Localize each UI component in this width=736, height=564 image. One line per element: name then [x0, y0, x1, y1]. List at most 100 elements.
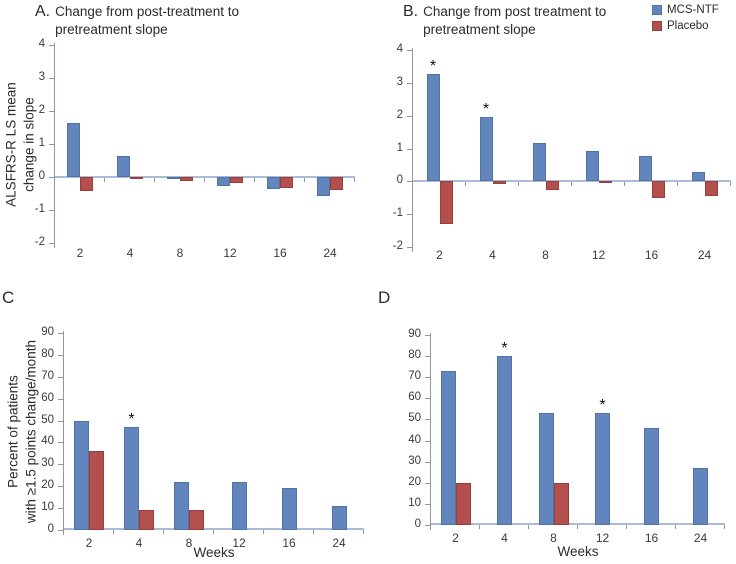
significance-asterisk: *: [128, 411, 135, 429]
x-tick-label: 24: [332, 536, 346, 550]
bar-placebo-week-24: [330, 177, 343, 190]
y-tick-label: -1: [392, 207, 403, 220]
y-tick: [407, 82, 413, 84]
bar-placebo-week-12: [230, 177, 243, 183]
placebo-swatch-icon: [652, 21, 662, 31]
panel-d-plot: 90 80 70 60 50 40 30 20 10 0 2 * 4 8 * 12 16 24: [408, 328, 725, 545]
panel-a-plot: 4 3 2 1 0 -1 -2 2 4 8 12 16 24: [35, 38, 355, 260]
x-tick-label: 2: [436, 248, 443, 262]
bar-mcs-ntf-week-24: [693, 468, 708, 525]
bar-placebo-week-4: [492, 181, 506, 184]
bar-mcs-ntf-week-8: [174, 481, 189, 530]
bar-placebo-week-2: [89, 451, 104, 530]
bar-placebo-week-12: [598, 181, 612, 184]
x-tick: [571, 182, 572, 187]
significance-asterisk: *: [482, 100, 490, 118]
y-tick: [425, 419, 431, 421]
bar-placebo-week-4: [130, 177, 143, 179]
y-tick: [425, 335, 431, 336]
x-tick: [104, 178, 105, 182]
y-tick: [49, 78, 55, 79]
y-tick: [49, 210, 55, 211]
bar-mcs-ntf-week-24: [331, 505, 347, 530]
y-tick-label: 20: [41, 479, 54, 492]
bar-mcs-ntf-week-12: [585, 150, 599, 182]
y-tick-label: 20: [408, 475, 421, 488]
bar-mcs-ntf-week-2: [74, 420, 89, 530]
panel-a-title-text: Change from post-treatment to pretreatme…: [55, 4, 239, 37]
y-tick-label: 40: [41, 435, 54, 448]
bar-placebo-week-8: [545, 181, 559, 190]
y-tick: [407, 247, 413, 248]
panel-a-letter: A.: [35, 3, 51, 20]
y-tick-label: 80: [41, 347, 54, 360]
x-tick: [163, 530, 164, 534]
y-tick: [49, 144, 55, 145]
y-tick-label: 4: [396, 43, 403, 55]
x-tick-label: 16: [644, 248, 659, 262]
y-tick-label: 90: [41, 326, 54, 338]
bar-placebo-week-24: [704, 181, 718, 197]
y-tick-label: 0: [47, 523, 54, 535]
x-tick: [313, 530, 314, 534]
y-axis: [54, 43, 55, 248]
y-axis: [412, 48, 413, 252]
bar-placebo-week-8: [553, 482, 569, 525]
x-tick-label: 24: [693, 531, 708, 545]
y-tick: [407, 115, 413, 117]
y-tick: [58, 333, 64, 334]
y-tick-label: 4: [38, 38, 45, 50]
bar-mcs-ntf-week-4: [117, 155, 130, 177]
y-tick-label: 50: [408, 412, 421, 425]
x-tick-label: 8: [176, 246, 184, 260]
panel-b-title: B. Change from post treatment to pretrea…: [403, 3, 628, 38]
bar-mcs-ntf-week-24: [691, 172, 705, 182]
x-tick-label: 12: [591, 248, 606, 262]
y-tick: [58, 442, 64, 444]
y-tick-label: 50: [41, 413, 54, 426]
x-tick-label: 16: [273, 246, 287, 260]
x-tick-label: 16: [644, 531, 659, 545]
y-tick-label: 60: [41, 391, 54, 404]
y-tick-label: 2: [38, 104, 45, 116]
y-tick: [425, 440, 431, 442]
panel-a-title: A. Change from post-treatment to pretrea…: [35, 3, 242, 38]
legend-label-mcs-ntf: MCS-NTF: [667, 4, 719, 16]
bar-mcs-ntf-week-12: [231, 481, 247, 530]
x-tick: [213, 530, 214, 534]
y-tick-label: 70: [408, 370, 421, 383]
y-tick: [58, 376, 64, 378]
panel-d-letter: D: [378, 288, 391, 307]
bar-placebo-week-4: [139, 510, 154, 530]
significance-asterisk: *: [501, 340, 508, 358]
y-tick-label: 30: [41, 457, 54, 470]
bar-mcs-ntf-week-8: [532, 142, 546, 182]
y-tick-label: 40: [408, 433, 421, 446]
bar-mcs-ntf-week-4: [124, 427, 139, 530]
x-tick: [479, 525, 480, 529]
x-tick-label: 12: [232, 536, 246, 550]
mcs-ntf-swatch-icon: [652, 5, 662, 15]
bar-placebo-week-8: [180, 177, 193, 181]
x-tick: [113, 530, 114, 534]
y-tick: [425, 356, 431, 358]
x-tick: [677, 182, 678, 187]
x-tick: [675, 525, 676, 529]
x-tick-label: 4: [126, 246, 134, 260]
y-axis: [63, 331, 64, 535]
x-tick: [518, 182, 519, 187]
x-tick: [304, 178, 305, 182]
bar-mcs-ntf-week-16: [638, 156, 652, 182]
x-tick-label: 16: [282, 536, 296, 550]
x-tick-label: 8: [542, 248, 549, 262]
significance-asterisk: *: [429, 57, 437, 75]
zero-baseline: [64, 528, 364, 530]
panel-c-plot: 90 80 70 60 50 40 30 20 10 0 2 * 4 8 12 16 24: [41, 326, 364, 550]
y-tick: [425, 461, 431, 463]
y-tick: [58, 486, 64, 488]
y-tick: [425, 503, 431, 505]
y-tick-label: 1: [38, 137, 45, 149]
bar-mcs-ntf-week-12: [217, 177, 230, 187]
y-tick-label: 30: [408, 454, 421, 467]
bar-placebo-week-2: [80, 177, 93, 191]
